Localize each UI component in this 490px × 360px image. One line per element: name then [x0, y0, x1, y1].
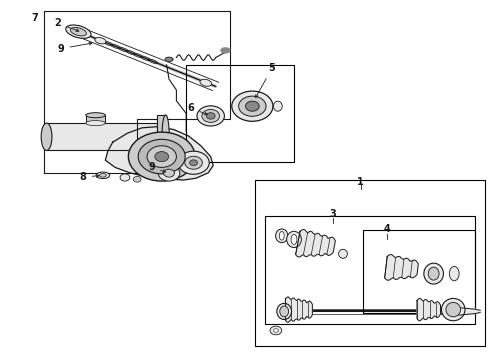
Ellipse shape [200, 79, 212, 86]
Circle shape [178, 151, 209, 174]
Text: 2: 2 [54, 18, 79, 31]
Polygon shape [221, 48, 230, 53]
Ellipse shape [287, 231, 301, 248]
Ellipse shape [280, 306, 289, 317]
Ellipse shape [71, 27, 86, 36]
Text: 4: 4 [384, 224, 391, 234]
Bar [255, 180, 485, 346]
Circle shape [155, 152, 169, 162]
Circle shape [206, 113, 215, 119]
Circle shape [245, 101, 259, 111]
Ellipse shape [446, 302, 461, 317]
Circle shape [158, 165, 180, 181]
Text: 7: 7 [32, 13, 39, 23]
Circle shape [147, 146, 176, 167]
Text: 9: 9 [58, 42, 92, 54]
Ellipse shape [279, 231, 284, 240]
Ellipse shape [41, 123, 52, 150]
Ellipse shape [95, 37, 106, 44]
Text: 3: 3 [330, 209, 337, 219]
Ellipse shape [291, 234, 297, 244]
Ellipse shape [428, 267, 439, 280]
Circle shape [273, 329, 278, 332]
Bar [86, 115, 105, 123]
Circle shape [202, 109, 220, 122]
Ellipse shape [162, 115, 170, 159]
Ellipse shape [99, 174, 106, 177]
Polygon shape [105, 127, 213, 180]
Circle shape [185, 156, 202, 169]
Polygon shape [451, 308, 480, 315]
Ellipse shape [277, 303, 292, 320]
Bar [47, 123, 157, 150]
Text: 9: 9 [148, 162, 166, 172]
Ellipse shape [273, 101, 282, 111]
Circle shape [120, 174, 130, 181]
Text: 5: 5 [256, 63, 275, 98]
Circle shape [138, 139, 185, 174]
Ellipse shape [86, 113, 105, 118]
Circle shape [197, 106, 224, 126]
Ellipse shape [275, 229, 288, 243]
Ellipse shape [66, 25, 91, 39]
Bar [186, 65, 294, 162]
Ellipse shape [339, 249, 347, 258]
Ellipse shape [86, 121, 105, 126]
Bar [265, 216, 475, 324]
Circle shape [190, 160, 197, 166]
Polygon shape [295, 229, 335, 257]
Text: 8: 8 [80, 172, 99, 182]
Ellipse shape [424, 263, 443, 284]
Polygon shape [285, 297, 313, 322]
Bar [157, 115, 166, 159]
Ellipse shape [96, 172, 110, 179]
Circle shape [239, 96, 266, 116]
Ellipse shape [441, 298, 465, 321]
Text: 1: 1 [357, 177, 364, 187]
Circle shape [133, 176, 141, 182]
Bar [363, 230, 475, 313]
Text: 6: 6 [188, 103, 207, 115]
Polygon shape [417, 298, 441, 321]
Polygon shape [385, 255, 418, 280]
Polygon shape [165, 57, 173, 62]
Ellipse shape [449, 266, 459, 281]
Circle shape [164, 169, 174, 177]
Circle shape [128, 132, 195, 181]
Circle shape [232, 91, 273, 121]
Circle shape [270, 326, 282, 335]
